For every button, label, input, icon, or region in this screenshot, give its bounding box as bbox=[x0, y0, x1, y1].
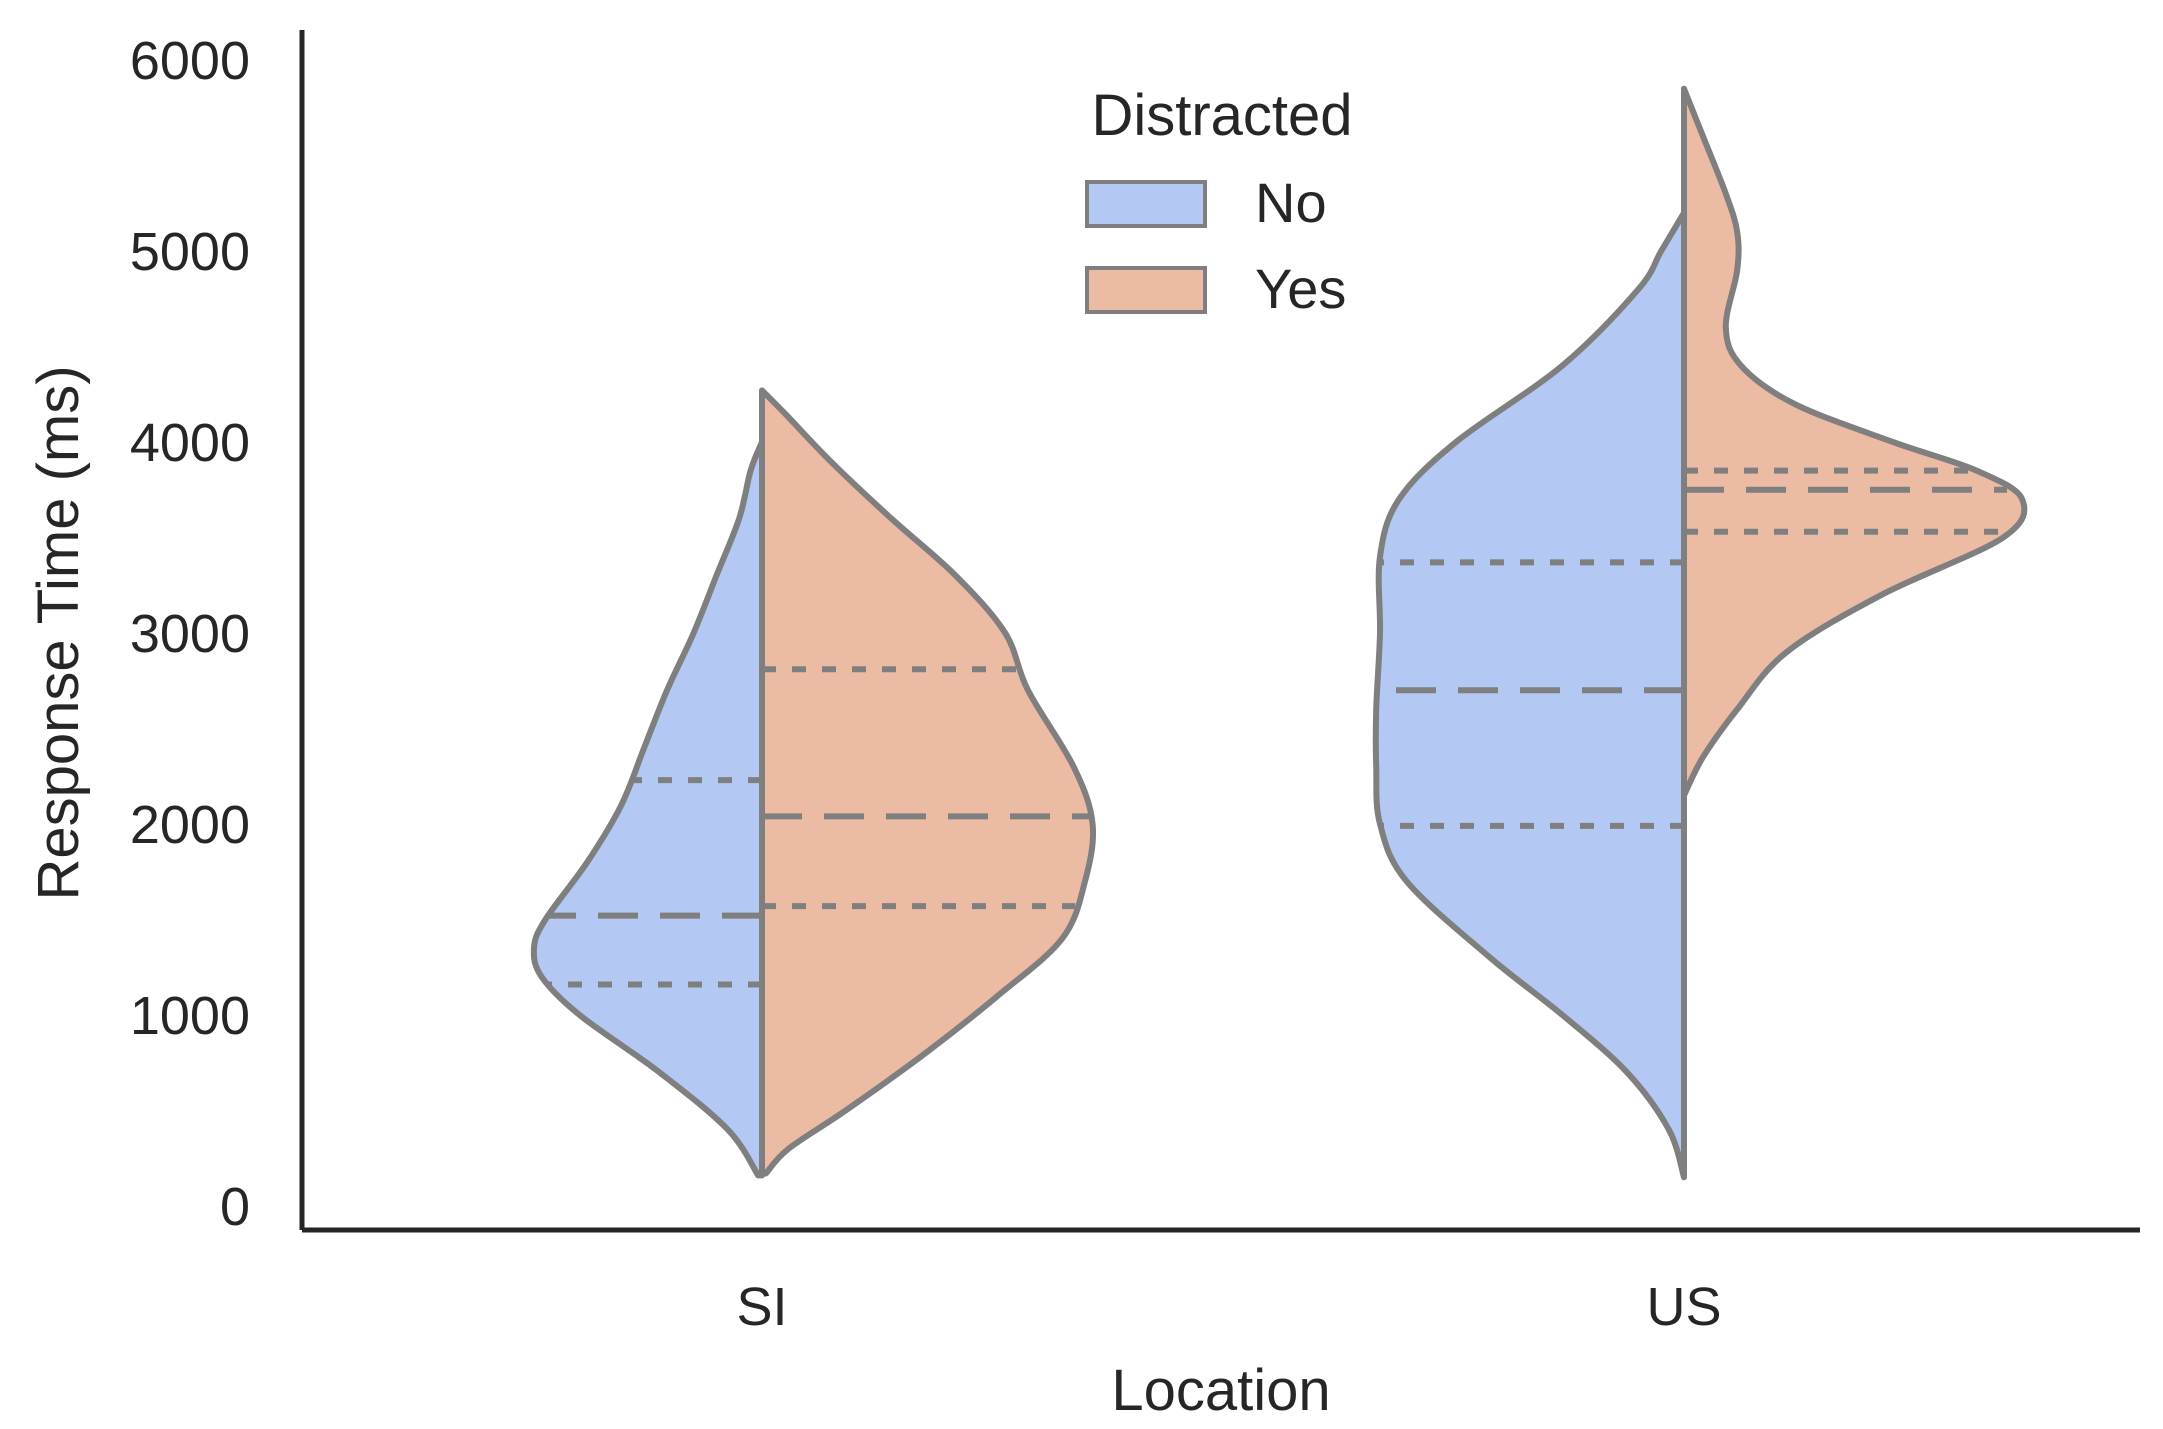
legend-title: Distracted bbox=[1091, 83, 1352, 148]
y-tick-label: 3000 bbox=[130, 604, 250, 664]
y-tick-label: 2000 bbox=[130, 795, 250, 855]
axes-layer bbox=[299, 30, 2140, 1233]
y-tick-label: 4000 bbox=[130, 413, 250, 473]
violin-yes-si bbox=[759, 387, 1097, 1177]
violin-no-si bbox=[530, 439, 765, 1179]
violin-yes-us bbox=[1681, 85, 2028, 799]
legend-label-no: No bbox=[1255, 171, 1327, 234]
y-tick-labels: 0 1000 2000 3000 4000 5000 6000 bbox=[130, 31, 250, 1237]
legend-swatch-yes bbox=[1085, 266, 1207, 314]
y-tick-label: 1000 bbox=[130, 986, 250, 1046]
legend: Distracted No Yes bbox=[1085, 83, 1353, 320]
legend-label-yes: Yes bbox=[1255, 257, 1346, 320]
x-tick-labels: SI US bbox=[736, 1277, 1721, 1337]
x-tick-label: US bbox=[1646, 1277, 1721, 1337]
x-tick-label: SI bbox=[736, 1277, 787, 1337]
y-tick-label: 0 bbox=[220, 1177, 250, 1237]
legend-swatch-no bbox=[1085, 180, 1207, 228]
y-tick-label: 5000 bbox=[130, 222, 250, 282]
legend-entries: No Yes bbox=[1085, 171, 1346, 320]
violin-no-us bbox=[1372, 209, 1687, 1181]
violins-layer bbox=[530, 85, 2028, 1181]
y-axis-label: Response Time (ms) bbox=[26, 365, 91, 900]
y-tick-label: 6000 bbox=[130, 31, 250, 91]
x-axis-label: Location bbox=[1111, 1358, 1330, 1423]
